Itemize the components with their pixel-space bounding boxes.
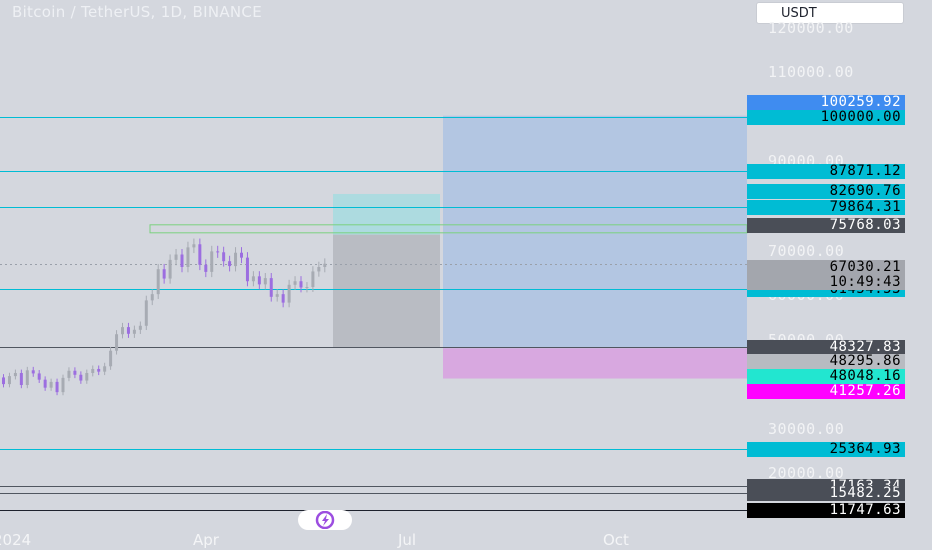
candle-body (25, 370, 29, 386)
candle-body (115, 334, 119, 351)
price-tag: 67030.21 (747, 260, 905, 275)
lightning-logo-icon[interactable] (298, 510, 352, 530)
candle-body (103, 366, 107, 372)
candle-body (323, 263, 327, 267)
candle-body (37, 373, 41, 380)
candle-body (311, 271, 315, 288)
candle-body (251, 276, 255, 282)
price-tag: 75768.03 (747, 218, 905, 233)
long-stop-zone (443, 348, 747, 379)
candle-body (192, 244, 196, 248)
candle-body (43, 379, 47, 388)
candle-body (240, 252, 243, 258)
price-tag: 82690.76 (747, 184, 905, 199)
candle-body (204, 264, 208, 272)
short-risk-zone (333, 234, 440, 348)
price-axis-tick: 30000.00 (768, 419, 845, 438)
candle-body (132, 329, 136, 334)
candle-body (2, 377, 5, 385)
candle-body (287, 284, 291, 303)
candle-body (126, 327, 130, 334)
candle-body (234, 252, 238, 267)
candle-body (121, 327, 124, 335)
candle-body (79, 374, 83, 381)
price-axis-tick: 110000.00 (768, 63, 854, 82)
price-tag: 87871.12 (747, 164, 905, 179)
price-axis-tick: 120000.00 (768, 18, 854, 37)
candle-body (162, 269, 166, 279)
candle-body (85, 372, 89, 381)
candle-body (186, 247, 190, 267)
price-tag: 100259.92 (747, 95, 905, 110)
candle-body (97, 368, 101, 372)
candle-body (228, 261, 232, 267)
candle-body (67, 370, 71, 378)
candle-series (2, 238, 327, 396)
price-tag: 48327.83 (747, 340, 905, 355)
candle-body (216, 251, 220, 253)
price-axis-tick: 70000.00 (768, 241, 845, 260)
candle-body (73, 370, 77, 375)
price-tag: 48295.86 (747, 354, 905, 369)
price-tag: 41257.26 (747, 384, 905, 399)
candle-body (150, 294, 154, 301)
candle-body (61, 377, 65, 393)
candle-body (198, 244, 202, 265)
candle-body (275, 294, 279, 297)
candle-body (222, 252, 226, 262)
long-target-zone (443, 115, 747, 349)
candle-body (31, 370, 35, 374)
price-tag: 11747.63 (747, 503, 905, 518)
short-target-zone (333, 193, 440, 235)
candle-body (109, 350, 113, 367)
horizontal-lines (0, 117, 747, 511)
candle-body (317, 266, 321, 272)
candle-body (245, 257, 249, 282)
price-axis-tick: 20000.00 (768, 464, 845, 483)
price-tag: 15482.25 (747, 486, 905, 501)
candle-body (168, 259, 172, 279)
candle-body (180, 254, 184, 267)
candle-body (55, 381, 59, 393)
candle-body (144, 300, 148, 326)
candle-body (19, 372, 23, 386)
candle-body (269, 278, 273, 297)
candle-body (281, 294, 285, 303)
candle-body (293, 281, 297, 285)
candle-body (138, 325, 142, 330)
candle-body (91, 368, 95, 373)
candle-body (156, 269, 160, 295)
candle-body (49, 381, 53, 388)
time-label-oct: Oct (603, 531, 629, 549)
candle-body (7, 376, 11, 385)
time-label-apr: Apr (193, 531, 219, 549)
candle-body (210, 251, 214, 272)
currency-button[interactable]: USDT (756, 2, 904, 24)
candle-body (257, 276, 261, 285)
candle-body (13, 372, 17, 377)
countdown-tag: 10:49:43 (747, 275, 905, 290)
candle-body (174, 254, 178, 260)
price-tag: 48048.16 (747, 369, 905, 384)
price-tag: 79864.31 (747, 200, 905, 215)
time-label-jul: Jul (398, 531, 417, 549)
position-zones (333, 115, 747, 379)
candle-body (305, 287, 309, 289)
symbol-title: Bitcoin / TetherUS, 1D, BINANCE (12, 3, 262, 21)
price-tag: 100000.00 (747, 110, 905, 125)
candle-body (263, 278, 267, 285)
candle-body (299, 281, 303, 288)
price-tag: 25364.93 (747, 442, 905, 457)
time-label-year: 2024 (0, 531, 32, 549)
